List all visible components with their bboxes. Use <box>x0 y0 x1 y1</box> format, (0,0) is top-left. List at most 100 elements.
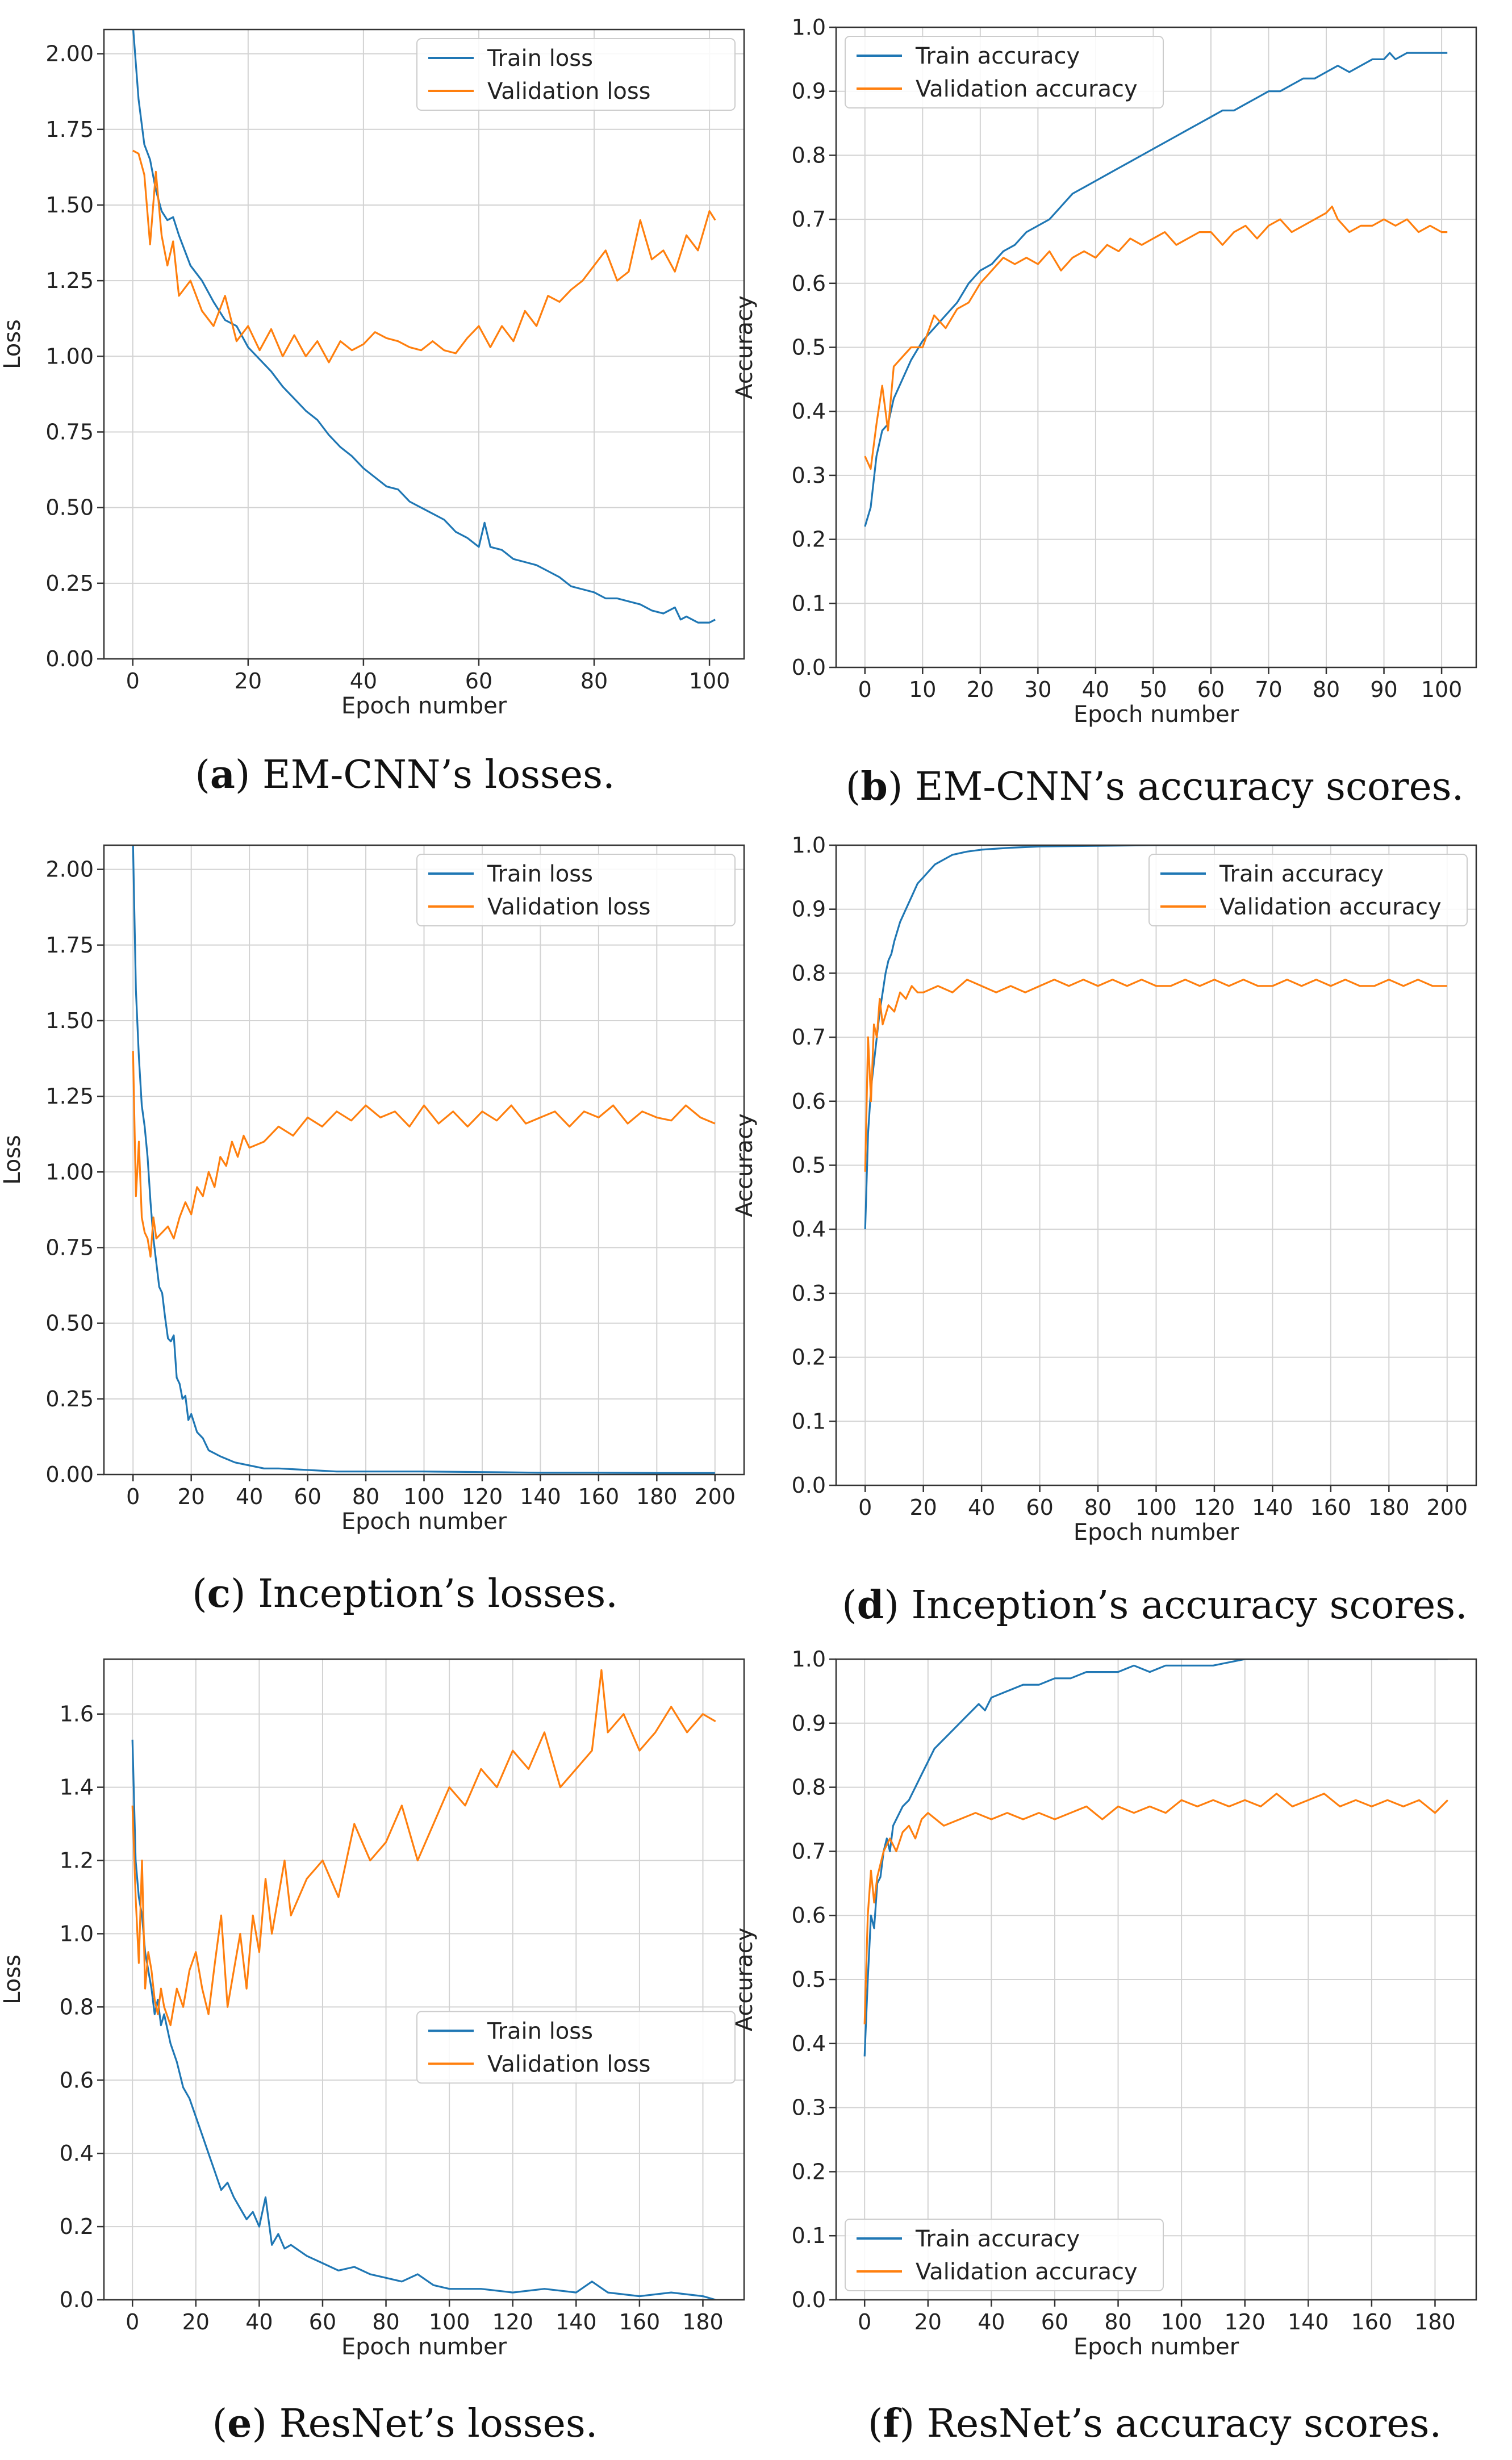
x-tick-label: 180 <box>1368 1495 1410 1520</box>
x-tick-label: 40 <box>236 1484 263 1509</box>
y-tick-label: 0.25 <box>45 571 94 596</box>
y-tick-label: 1.0 <box>792 15 826 40</box>
y-tick-label: 0.2 <box>792 527 826 552</box>
x-tick-label: 20 <box>235 669 262 694</box>
legend-box <box>416 854 736 926</box>
y-axis-title: Loss <box>0 319 26 369</box>
x-tick-label: 60 <box>1041 2309 1068 2334</box>
panel-caption: (f) ResNet’s accuracy scores. <box>868 2401 1442 2446</box>
legend-label: Train accuracy <box>915 2226 1080 2252</box>
y-tick-label: 1.25 <box>45 1084 94 1109</box>
x-tick-label: 80 <box>1104 2309 1131 2334</box>
y-tick-label: 0.6 <box>792 1089 826 1114</box>
series-line-train-accuracy <box>863 1659 1448 2057</box>
y-tick-label: 0.8 <box>792 143 826 168</box>
x-tick-label: 100 <box>1161 2309 1202 2334</box>
x-axis-title: Epoch number <box>1074 701 1239 728</box>
y-tick-label: 0.9 <box>792 79 826 104</box>
legend-box <box>416 38 736 111</box>
x-tick-label: 100 <box>689 669 730 694</box>
panel-caption: (b) EM-CNN’s accuracy scores. <box>846 764 1464 809</box>
y-tick-label: 1.00 <box>45 1159 94 1184</box>
y-axis-title: Accuracy <box>732 1113 758 1217</box>
y-tick-label: 0.2 <box>792 1345 826 1370</box>
panel-caption: (a) EM-CNN’s losses. <box>195 752 615 797</box>
y-tick-label: 0.0 <box>60 2287 94 2312</box>
y-tick-label: 0.75 <box>45 419 94 444</box>
legend: Train loss Validation loss <box>416 2011 736 2084</box>
legend-label: Validation loss <box>487 78 651 105</box>
x-tick-label: 30 <box>1024 677 1051 702</box>
y-tick-label: 0.2 <box>60 2214 94 2239</box>
series-group-e <box>131 1669 716 2300</box>
chart-panel-d: 0 20 40 60 80 100 120 140 160 180 200 0.0 0.1 0.2 0.3 0… <box>732 833 1477 1628</box>
y-tick-label: 0.50 <box>45 1311 94 1336</box>
series-line-validation-loss <box>132 1051 716 1258</box>
x-tick-label: 100 <box>429 2309 470 2334</box>
y-tick-label: 0.6 <box>60 2068 94 2093</box>
x-tick-label: 60 <box>465 669 492 694</box>
y-tick-label: 1.2 <box>60 1848 94 1873</box>
y-tick-label: 1.50 <box>45 1008 94 1033</box>
x-tick-label: 60 <box>294 1484 321 1509</box>
x-tick-label: 60 <box>309 2309 336 2334</box>
y-tick-label: 0.3 <box>792 463 826 488</box>
x-tick-label: 40 <box>978 2309 1005 2334</box>
series-line-validation-loss <box>132 149 716 364</box>
y-tick-label: 0.1 <box>792 2223 826 2248</box>
y-tick-label: 0.3 <box>792 2095 826 2120</box>
x-tick-label: 0 <box>858 1495 872 1520</box>
x-tick-label: 0 <box>126 669 140 694</box>
x-tick-label: 200 <box>695 1484 736 1509</box>
y-tick-label: 1.6 <box>60 1702 94 1727</box>
x-tick-label: 140 <box>555 2309 597 2334</box>
grid-d <box>836 845 1476 1486</box>
plot-frame <box>103 1658 745 2301</box>
x-tick-label: 140 <box>1252 1495 1293 1520</box>
x-axis-title: Epoch number <box>1074 2334 1239 2360</box>
x-tick-label: 100 <box>403 1484 445 1509</box>
chart-panel-e: 0 20 40 60 80 100 120 140 160 180 0.0 0.2 0.4 0.6 0.8 1… <box>0 1658 745 2446</box>
legend: Train accuracy Validation accuracy <box>845 36 1164 108</box>
legend-label: Train loss <box>487 2018 593 2044</box>
legend-label: Validation accuracy <box>1219 894 1442 920</box>
x-tick-label: 140 <box>1288 2309 1329 2334</box>
legend-box <box>845 2219 1164 2291</box>
x-tick-label: 100 <box>1421 677 1463 702</box>
x-tick-label: 120 <box>492 2309 533 2334</box>
y-tick-label: 0.50 <box>45 495 94 520</box>
y-tick-label: 0.75 <box>45 1235 94 1260</box>
legend-label: Validation loss <box>487 894 651 920</box>
legend-label: Validation loss <box>487 2051 651 2077</box>
x-axis-title: Epoch number <box>341 1509 507 1535</box>
y-tick-label: 1.25 <box>45 268 94 293</box>
legend: Train loss Validation loss <box>416 854 736 926</box>
y-axis-title: Accuracy <box>732 1928 758 2032</box>
y-tick-label: 1.0 <box>60 1921 94 1946</box>
x-tick-label: 90 <box>1370 677 1397 702</box>
y-tick-label: 0.7 <box>792 207 826 232</box>
y-tick-label: 0.6 <box>792 271 826 296</box>
series-line-validation-accuracy <box>864 206 1448 470</box>
x-tick-label: 20 <box>182 2309 210 2334</box>
chart-panel-a: 0 20 40 60 80 100 0.00 0.25 0.50 0.75 1.00 1.25 1.50… <box>0 28 745 797</box>
y-tick-label: 0.7 <box>792 1839 826 1864</box>
x-tick-label: 0 <box>858 2309 871 2334</box>
legend-box <box>1148 854 1468 926</box>
legend-label: Train accuracy <box>1219 861 1384 887</box>
y-tick-label: 0.1 <box>792 591 826 616</box>
x-axis-title: Epoch number <box>1074 1519 1239 1546</box>
x-tick-label: 80 <box>580 669 608 694</box>
x-tick-label: 60 <box>1026 1495 1053 1520</box>
legend: Train accuracy Validation accuracy <box>845 2219 1164 2291</box>
y-tick-label: 0.9 <box>792 897 826 922</box>
plot-frame <box>103 28 745 660</box>
y-tick-label: 0.8 <box>792 960 826 985</box>
x-tick-label: 160 <box>1351 2309 1393 2334</box>
x-tick-label: 20 <box>914 2309 942 2334</box>
y-tick-label: 0.6 <box>792 1903 826 1928</box>
panel-caption: (c) Inception’s losses. <box>192 1571 618 1617</box>
y-tick-label: 0.4 <box>60 2141 94 2166</box>
legend: Train loss Validation loss <box>416 38 736 111</box>
